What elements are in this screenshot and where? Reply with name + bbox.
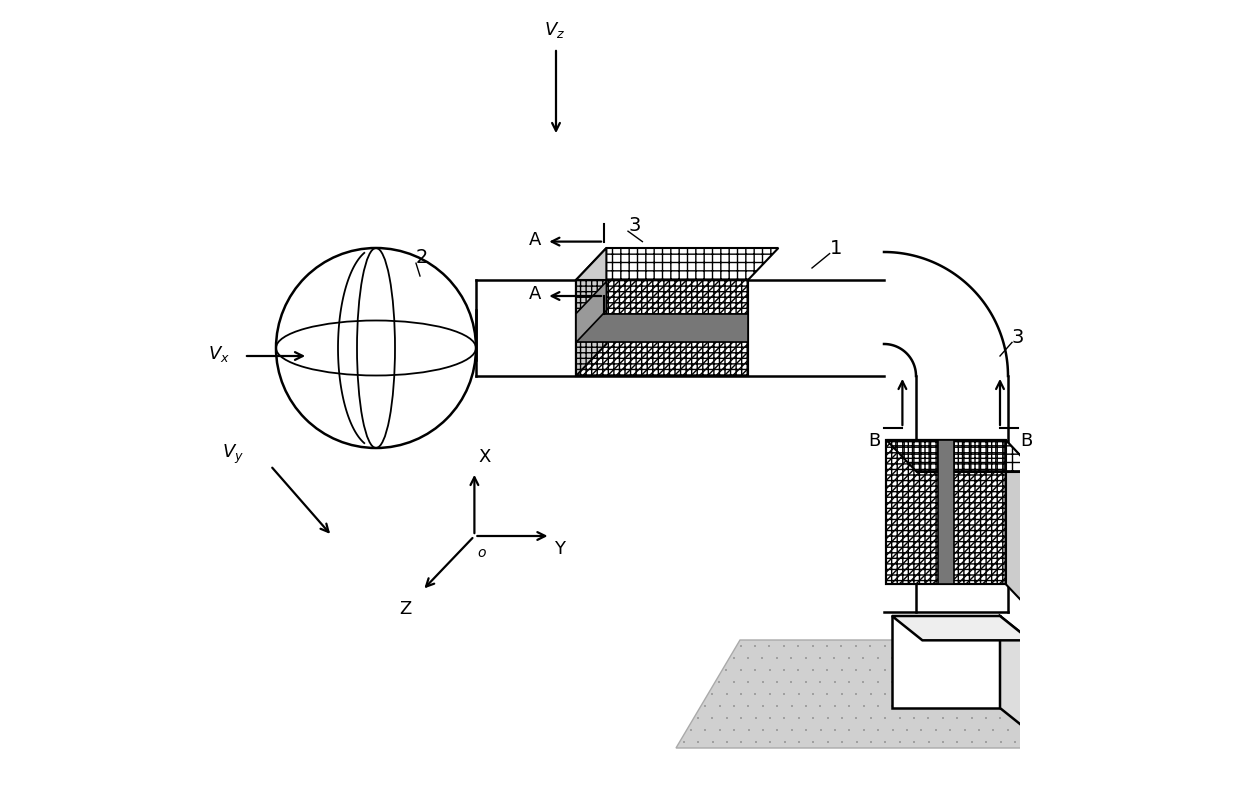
Polygon shape	[887, 440, 1006, 584]
Polygon shape	[577, 282, 606, 342]
Text: Z: Z	[399, 600, 412, 618]
Text: B: B	[1021, 432, 1032, 450]
Polygon shape	[1006, 440, 1035, 616]
Text: A: A	[529, 286, 542, 303]
Text: A: A	[529, 231, 542, 249]
Text: X: X	[479, 447, 491, 466]
Text: 1: 1	[830, 238, 842, 258]
Text: $V_y$: $V_y$	[222, 442, 244, 466]
Polygon shape	[577, 280, 748, 376]
Polygon shape	[676, 640, 1100, 748]
Text: $V_z$: $V_z$	[544, 20, 565, 40]
Circle shape	[277, 248, 476, 448]
Polygon shape	[476, 280, 884, 376]
Polygon shape	[937, 440, 954, 584]
Polygon shape	[999, 616, 1030, 732]
Polygon shape	[577, 314, 748, 342]
Polygon shape	[892, 616, 999, 708]
Polygon shape	[887, 440, 1035, 472]
Text: 3: 3	[627, 216, 640, 235]
Polygon shape	[577, 248, 779, 280]
Text: 2: 2	[415, 248, 428, 267]
Text: $V_x$: $V_x$	[208, 344, 229, 364]
Polygon shape	[884, 376, 1008, 612]
Polygon shape	[892, 616, 1030, 640]
Text: Y: Y	[554, 540, 565, 558]
Text: o: o	[477, 546, 486, 560]
Text: 3: 3	[1012, 328, 1024, 347]
Polygon shape	[884, 252, 1008, 376]
Polygon shape	[577, 248, 606, 376]
Text: B: B	[868, 432, 880, 450]
